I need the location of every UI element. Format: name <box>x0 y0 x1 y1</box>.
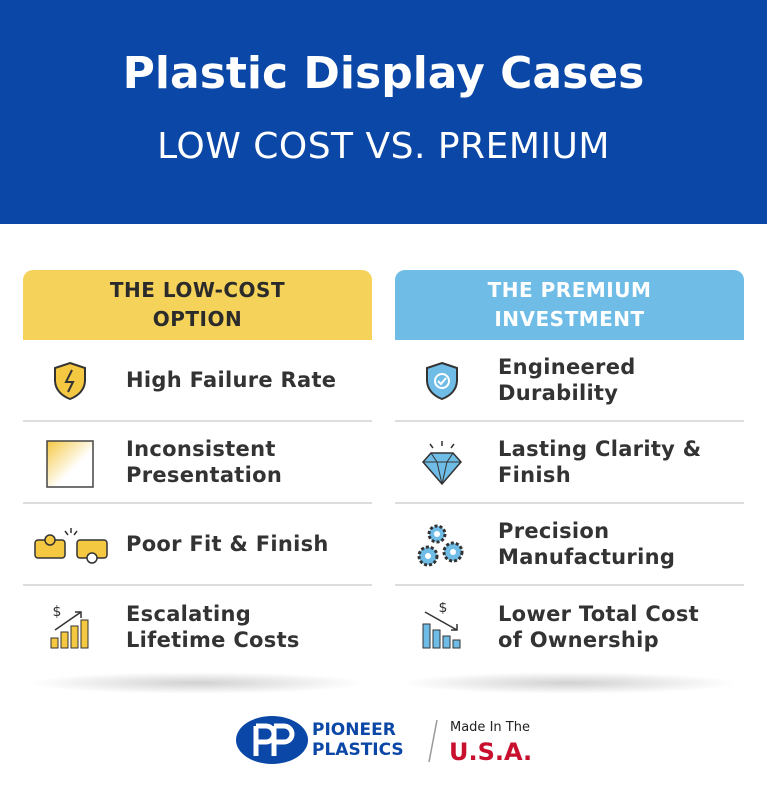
title: Plastic Display Cases <box>122 48 645 99</box>
item-row: Inconsistent Presentation <box>23 422 372 504</box>
country: U.S.A. <box>449 738 533 766</box>
item-row: Precision Manufacturing <box>395 504 744 586</box>
shield-broken-icon <box>54 361 86 401</box>
subtitle: LOW COST VS. PREMIUM <box>157 126 610 167</box>
item-row: Lasting Clarity & Finish <box>395 422 744 504</box>
low-cost-column: THE LOW-COST OPTION High Failure Rate In… <box>23 270 372 668</box>
brand-line: PIONEER <box>312 720 396 740</box>
item-row: $ Escalating Lifetime Costs <box>23 586 372 668</box>
item-text: Inconsistent Presentation <box>126 437 283 487</box>
gears-icon <box>417 524 464 567</box>
rising-cost-icon: $ <box>50 604 89 649</box>
item-text: Poor Fit & Finish <box>126 532 329 556</box>
falling-cost-icon: $ <box>422 602 461 649</box>
dollar-sign: $ <box>53 604 62 620</box>
item-text: Lower Total Cost of Ownership <box>498 602 699 652</box>
brand-line: PLASTICS <box>312 740 404 760</box>
column-shadow <box>27 672 367 694</box>
column-heading: THE LOW-COST OPTION <box>23 270 372 340</box>
column-shadow <box>399 672 739 694</box>
square-icon <box>46 440 94 488</box>
item-row: Poor Fit & Finish <box>23 504 372 586</box>
item-row: High Failure Rate <box>23 340 372 422</box>
logo-mark <box>236 716 308 764</box>
diamond-icon <box>422 441 462 486</box>
dollar-sign: $ <box>439 602 448 616</box>
footer: PIONEER PLASTICS Made In The U.S.A. <box>0 712 767 772</box>
made-in: Made In The <box>450 720 530 735</box>
shield-check-icon <box>426 361 458 401</box>
puzzle-icon <box>34 528 108 564</box>
item-row: $ Lower Total Cost of Ownership <box>395 586 744 668</box>
item-row: Engineered Durability <box>395 340 744 422</box>
brand: PIONEER PLASTICS <box>312 720 404 760</box>
item-text: Engineered Durability <box>498 355 636 405</box>
premium-column: THE PREMIUM INVESTMENT Engineered Durabi… <box>395 270 744 668</box>
divider <box>428 719 438 763</box>
column-heading: THE PREMIUM INVESTMENT <box>395 270 744 340</box>
header: Plastic Display Cases LOW COST VS. PREMI… <box>0 0 767 224</box>
item-text: Precision Manufacturing <box>498 519 676 569</box>
item-text: Lasting Clarity & Finish <box>498 437 702 487</box>
item-text: High Failure Rate <box>126 368 337 392</box>
item-text: Escalating Lifetime Costs <box>126 602 300 652</box>
